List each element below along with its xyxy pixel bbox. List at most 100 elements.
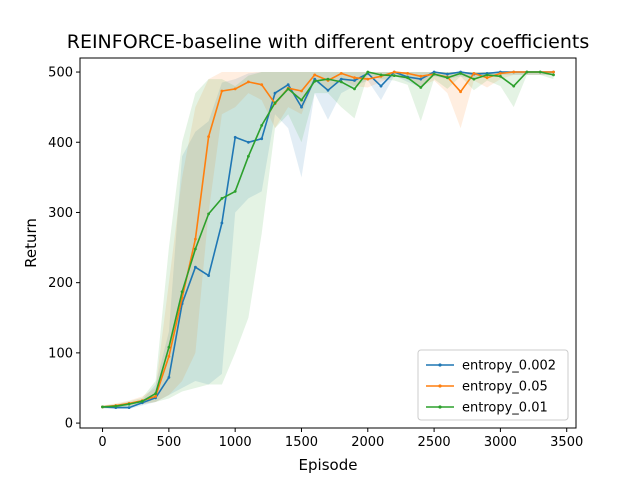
data-point [233,190,237,193]
y-tick-label: 200 [48,276,73,291]
data-point [432,72,436,76]
data-point [485,73,489,77]
data-point [233,87,237,91]
data-point [392,74,396,77]
data-point [300,89,303,93]
data-point [140,399,144,403]
legend-label: entropy_0.05 [462,380,548,395]
legend-marker [438,363,442,367]
data-point [220,221,224,225]
x-tick-label: 1000 [219,435,252,450]
data-point [194,247,197,251]
series-band-2 [102,72,554,409]
data-point [273,101,277,105]
data-point [353,79,356,82]
data-point [419,86,423,89]
x-tick-label: 3500 [550,435,583,450]
x-axis-label: Episode [299,456,358,474]
data-point [552,73,555,77]
data-point [313,79,317,83]
data-point [419,74,423,78]
data-point [485,76,489,80]
data-point [379,84,383,88]
x-tick-label: 500 [156,435,181,450]
data-point [300,98,303,102]
y-tick-label: 100 [48,346,73,361]
y-axis-ticks: 0 100 200 300 400 500 [48,66,80,432]
legend-marker [438,384,442,388]
y-tick-label: 400 [48,136,73,151]
data-point [167,376,171,379]
data-point [260,83,264,87]
x-tick-label: 3000 [484,435,517,450]
data-point [154,395,158,398]
data-point [472,77,476,81]
data-point [379,73,383,77]
data-point [366,70,370,74]
legend-box [417,349,569,421]
data-point [459,90,462,94]
data-point [446,72,449,76]
x-tick-label: 2500 [418,435,451,450]
data-point [127,406,131,409]
data-point [512,84,516,88]
data-point [512,70,516,74]
legend: entropy_0.002 entropy_0.05 entropy_0.01 [417,349,569,421]
confidence-bands [102,72,554,409]
legend-marker [438,405,442,409]
series-lines [101,70,555,409]
legend-label: entropy_0.002 [462,359,556,374]
data-point [180,290,184,294]
data-point [260,124,264,127]
series-band-0 [102,72,554,409]
y-axis-label: Return [22,218,40,268]
data-point [339,77,343,81]
x-tick-label: 2000 [351,435,384,450]
data-point [552,70,555,74]
data-point [207,135,211,139]
data-point [194,265,197,269]
data-point [406,76,409,80]
data-point [446,76,449,80]
data-point [247,154,250,158]
data-point [273,91,277,95]
data-point [300,105,303,109]
data-point [220,89,224,93]
y-tick-label: 0 [65,417,73,432]
chart-title: REINFORCE-baseline with different entrop… [67,31,589,53]
x-tick-label: 0 [98,435,106,450]
data-point [167,355,171,358]
data-point [286,87,290,91]
data-point [353,87,356,91]
data-point [392,70,396,74]
data-point [167,345,171,349]
data-point [220,197,224,200]
plot-frame [79,57,577,429]
data-point [154,392,158,395]
series-band-1 [102,72,554,409]
data-point [101,405,104,409]
data-point [207,274,211,277]
data-point [326,77,330,81]
data-point [499,74,502,78]
data-point [114,404,118,408]
data-point [339,80,343,84]
x-axis-ticks: 0 500 1000 1500 2000 2500 3000 3500 [98,428,583,450]
data-point [247,80,250,84]
data-point [233,135,237,139]
data-point [260,137,264,141]
data-point [366,77,370,81]
data-point [432,70,436,74]
data-point [339,72,343,75]
data-point [247,140,250,144]
data-point [406,72,409,75]
data-point [313,77,317,81]
y-tick-label: 500 [48,66,73,81]
data-point [207,212,211,216]
data-point [538,70,542,74]
data-point [194,237,197,241]
legend-label: entropy_0.01 [462,401,548,416]
x-tick-label: 1500 [285,435,318,450]
data-point [313,73,317,77]
